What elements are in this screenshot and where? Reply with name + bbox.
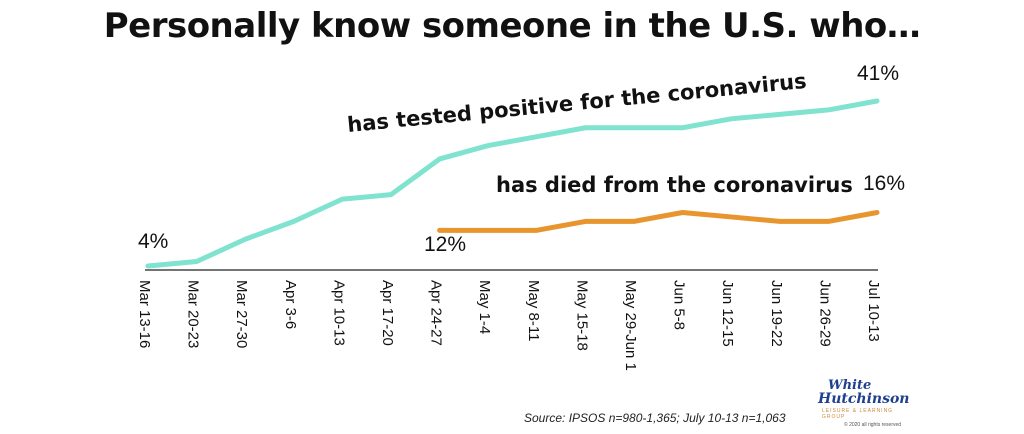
logo-copyright: © 2020 all rights reserved: [844, 422, 902, 428]
x-tick-label: Mar 13-16: [136, 280, 153, 348]
x-tick-label: May 1-4: [476, 280, 493, 334]
data-label-1: 4%: [138, 230, 168, 253]
x-tick-label: Jul 10-13: [865, 280, 882, 342]
logo-tagline: LEISURE & LEARNING GROUP: [822, 408, 894, 420]
chart-title: Personally know someone in the U.S. who…: [103, 6, 921, 46]
x-tick-label: Jun 12-15: [719, 280, 736, 347]
x-tick-label: May 8-11: [525, 280, 542, 341]
x-tick-labels: Mar 13-16 Mar 20-23 Mar 27-30 Apr 3-6 Apr 10…: [136, 280, 882, 371]
series-line-2: [437, 209, 880, 233]
data-label-3: 12%: [424, 233, 466, 256]
data-labels: has tested positive for the coronavirush…: [138, 62, 905, 256]
data-label-4: 16%: [863, 172, 905, 195]
white-hutchinson-logo: White Hutchinson LEISURE & LEARNING GROU…: [816, 378, 916, 432]
source-note: Source: IPSOS n=980-1,365; July 10-13 n=…: [524, 411, 786, 425]
logo-line-2: Hutchinson: [818, 391, 910, 407]
series-layer: [145, 98, 880, 269]
x-tick-label: Mar 27-30: [233, 280, 250, 348]
data-label-2: 41%: [857, 62, 899, 85]
x-tick-label: Apr 17-20: [379, 280, 396, 346]
series-name-label-2: has died from the coronavirus: [496, 173, 853, 197]
x-tick-label: May 15-18: [573, 280, 590, 351]
x-tick-label: Jun 26-29: [816, 280, 833, 347]
x-tick-label: Mar 20-23: [185, 280, 202, 348]
x-tick-label: Apr 3-6: [282, 280, 299, 329]
logo-line-1: White: [828, 378, 872, 393]
x-tick-label: Apr 10-13: [330, 280, 347, 346]
x-tick-label: May 29-Jun 1: [622, 280, 639, 371]
x-tick-label: Apr 24-27: [428, 280, 445, 346]
x-tick-label: Jun 5-8: [671, 280, 688, 330]
x-tick-label: Jun 19-22: [768, 280, 785, 347]
series-line-1: [145, 98, 880, 269]
